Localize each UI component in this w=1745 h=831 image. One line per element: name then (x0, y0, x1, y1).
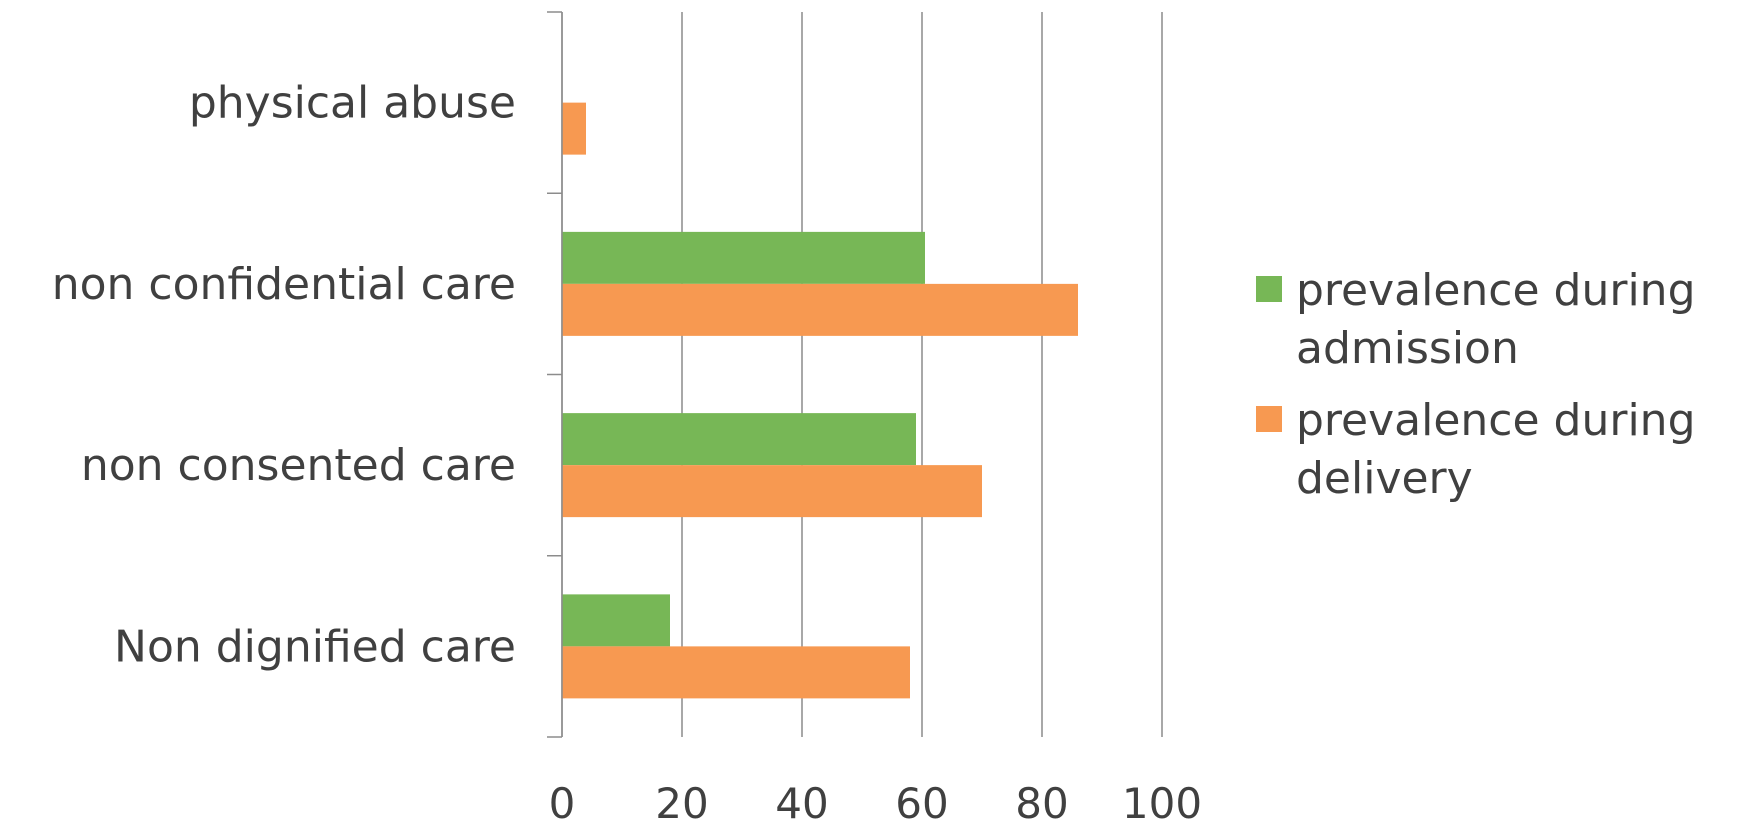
category-label: physical abuse (189, 78, 516, 129)
category-label: non consented care (81, 440, 516, 491)
legend-label: prevalence during admission (1296, 265, 1696, 374)
legend-label: prevalence during delivery (1296, 395, 1696, 504)
x-tick-label: 20 (655, 779, 708, 826)
bar (562, 102, 586, 155)
category-label: non confidential care (52, 259, 516, 310)
axis-labels: 0 20 40 60 80 100 Non dignified care non consen… (52, 78, 1202, 828)
x-tick-label: 60 (895, 779, 948, 826)
bar (562, 594, 670, 647)
axes (547, 11, 563, 738)
x-tick-label: 0 (549, 779, 576, 826)
legend: prevalence during admission prevalence dur… (1256, 265, 1696, 504)
bar (562, 283, 1078, 336)
x-tick-label: 100 (1122, 779, 1202, 826)
legend-swatch (1256, 406, 1282, 432)
legend-swatch (1256, 276, 1282, 302)
bars (562, 102, 1078, 699)
x-tick-label: 80 (1015, 779, 1068, 826)
bar (562, 231, 925, 284)
x-tick-label: 40 (775, 779, 828, 826)
category-label: Non dignified care (114, 621, 516, 672)
bar (562, 465, 982, 518)
bar (562, 413, 916, 466)
bar (562, 646, 910, 699)
